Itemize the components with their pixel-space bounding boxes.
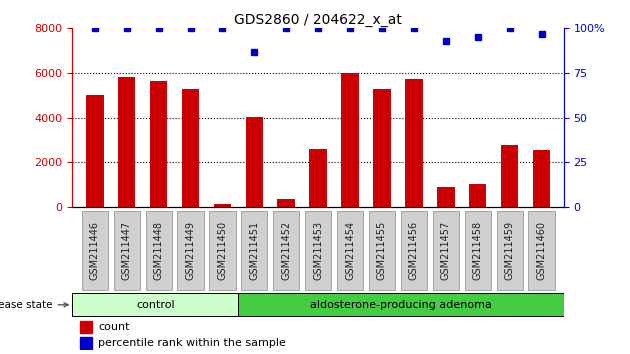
Bar [246,116,263,207]
Text: percentile rank within the sample: percentile rank within the sample [98,338,286,348]
Bar [214,204,231,207]
Text: GSM211459: GSM211459 [505,221,515,280]
Text: GSM211455: GSM211455 [377,221,387,280]
Text: count: count [98,322,130,332]
Text: GSM211458: GSM211458 [472,221,483,280]
FancyBboxPatch shape [496,211,523,290]
FancyBboxPatch shape [529,211,554,290]
Bar [341,73,359,207]
Text: GSM211452: GSM211452 [281,221,291,280]
Bar [437,187,455,207]
Bar [150,81,168,207]
FancyBboxPatch shape [273,211,299,290]
Bar [80,337,92,349]
Bar [181,88,199,207]
Bar [86,95,103,207]
FancyBboxPatch shape [113,211,140,290]
FancyBboxPatch shape [401,211,427,290]
Bar [277,199,295,207]
FancyBboxPatch shape [241,211,267,290]
Text: GSM211456: GSM211456 [409,221,419,280]
Title: GDS2860 / 204622_x_at: GDS2860 / 204622_x_at [234,13,402,27]
Text: aldosterone-producing adenoma: aldosterone-producing adenoma [310,300,492,310]
Text: GSM211457: GSM211457 [441,221,451,280]
FancyBboxPatch shape [72,293,238,316]
Bar [405,79,423,207]
FancyBboxPatch shape [369,211,395,290]
Text: GSM211447: GSM211447 [122,221,132,280]
Bar [533,150,550,207]
FancyBboxPatch shape [238,293,564,316]
Text: control: control [136,300,175,310]
Text: disease state: disease state [0,300,68,310]
FancyBboxPatch shape [464,211,491,290]
Text: GSM211460: GSM211460 [537,221,546,280]
FancyBboxPatch shape [146,211,172,290]
Bar [309,149,327,207]
FancyBboxPatch shape [305,211,331,290]
FancyBboxPatch shape [82,211,108,290]
Text: GSM211446: GSM211446 [90,221,100,280]
Text: GSM211449: GSM211449 [185,221,195,280]
Bar [118,78,135,207]
Bar [501,144,518,207]
Text: GSM211450: GSM211450 [217,221,227,280]
FancyBboxPatch shape [178,211,203,290]
Bar [373,88,391,207]
Text: GSM211448: GSM211448 [154,221,164,280]
FancyBboxPatch shape [209,211,236,290]
Text: GSM211454: GSM211454 [345,221,355,280]
FancyBboxPatch shape [337,211,363,290]
Text: GSM211451: GSM211451 [249,221,260,280]
FancyBboxPatch shape [433,211,459,290]
Bar [80,321,92,333]
Bar [469,184,486,207]
Text: GSM211453: GSM211453 [313,221,323,280]
